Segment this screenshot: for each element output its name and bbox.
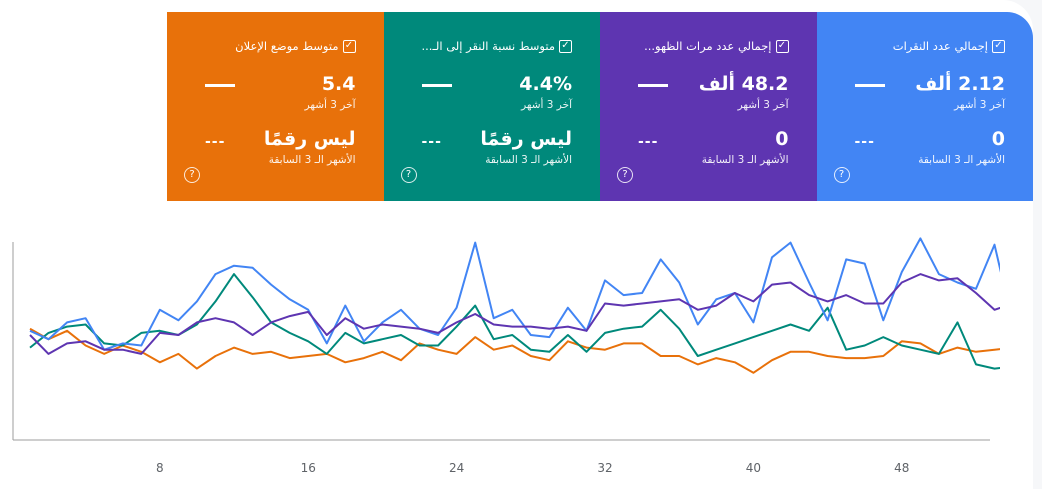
dash-icon [638,84,668,87]
card-title[interactable]: ✓ إجمالي عدد النقرات [835,39,1005,53]
dash-icon [205,84,235,87]
x-tick-label: 8 [156,461,164,475]
card-value: 4.4% [519,73,572,95]
dots-icon: --- [854,134,875,150]
x-tick-label: 32 [597,461,612,475]
help-circle-icon[interactable]: ? [617,167,633,183]
card-value-period: آخر 3 أشهر [737,99,789,111]
x-tick-label: 24 [449,461,464,475]
series-line-position [29,327,1000,374]
card-ctr[interactable]: ✓ متوسط نسبة النقر إلى الـ... 4.4% آخر 3… [383,12,600,201]
card-prev-period: الأشهر الـ 3 السابقة [485,154,572,166]
card-title-text: إجمالي عدد النقرات [892,39,988,53]
performance-chart: 8 16 24 32 40 48 [12,237,1000,475]
x-tick-label: 16 [301,461,316,475]
card-title-text: إجمالي عدد مرات الظهو... [644,39,772,53]
checkbox-checked-icon[interactable]: ✓ [775,39,789,53]
card-value: 48.2 ألف [698,73,789,95]
card-prev-period: الأشهر الـ 3 السابقة [268,154,356,166]
help-circle-icon[interactable]: ? [833,167,850,183]
card-title[interactable]: ✓ متوسط موضع الإعلان [186,39,356,53]
card-value: 5.4 [321,73,356,95]
card-prev-value: 0 [991,128,1005,150]
series-line-ctr [29,273,1000,370]
card-title[interactable]: ✓ متوسط نسبة النقر إلى الـ... [402,39,572,53]
card-impressions[interactable]: ✓ إجمالي عدد مرات الظهو... 48.2 ألف آخر … [600,12,817,201]
x-tick-label: 48 [894,461,909,475]
checkbox-checked-icon[interactable]: ✓ [342,39,356,53]
help-circle-icon[interactable]: ? [184,167,200,183]
dots-icon: --- [421,134,442,150]
dash-icon [421,84,452,87]
card-value-period: آخر 3 أشهر [521,99,572,111]
help-circle-icon[interactable]: ? [400,167,417,183]
card-prev-period: الأشهر الـ 3 السابقة [918,154,1005,166]
dash-icon [854,84,885,87]
x-tick-label: 40 [746,461,761,475]
dots-icon: --- [205,134,226,150]
card-title-text: متوسط موضع الإعلان [235,39,339,53]
card-position[interactable]: ✓ متوسط موضع الإعلان 5.4 آخر 3 أشهر ليس … [167,12,384,201]
card-prev-value: ليس رقمًا [263,128,356,150]
series-line-clicks [29,237,1000,351]
checkbox-checked-icon[interactable]: ✓ [559,39,572,53]
card-prev-value: 0 [775,128,789,150]
card-prev-period: الأشهر الـ 3 السابقة [701,154,789,166]
series-line-impressions [29,273,1000,355]
card-value-period: آخر 3 أشهر [954,99,1005,111]
card-title[interactable]: ✓ إجمالي عدد مرات الظهو... [619,39,789,53]
metric-cards: ✓ إجمالي عدد النقرات 2.12 ألف آخر 3 أشهر… [167,12,1033,201]
card-prev-value: ليس رقمًا [480,128,572,150]
card-clicks[interactable]: ✓ إجمالي عدد النقرات 2.12 ألف آخر 3 أشهر… [816,12,1033,201]
dots-icon: --- [638,134,659,150]
checkbox-checked-icon[interactable]: ✓ [992,39,1005,53]
card-value: 2.12 ألف [915,73,1005,95]
card-value-period: آخر 3 أشهر [304,99,356,111]
card-title-text: متوسط نسبة النقر إلى الـ... [421,39,556,53]
